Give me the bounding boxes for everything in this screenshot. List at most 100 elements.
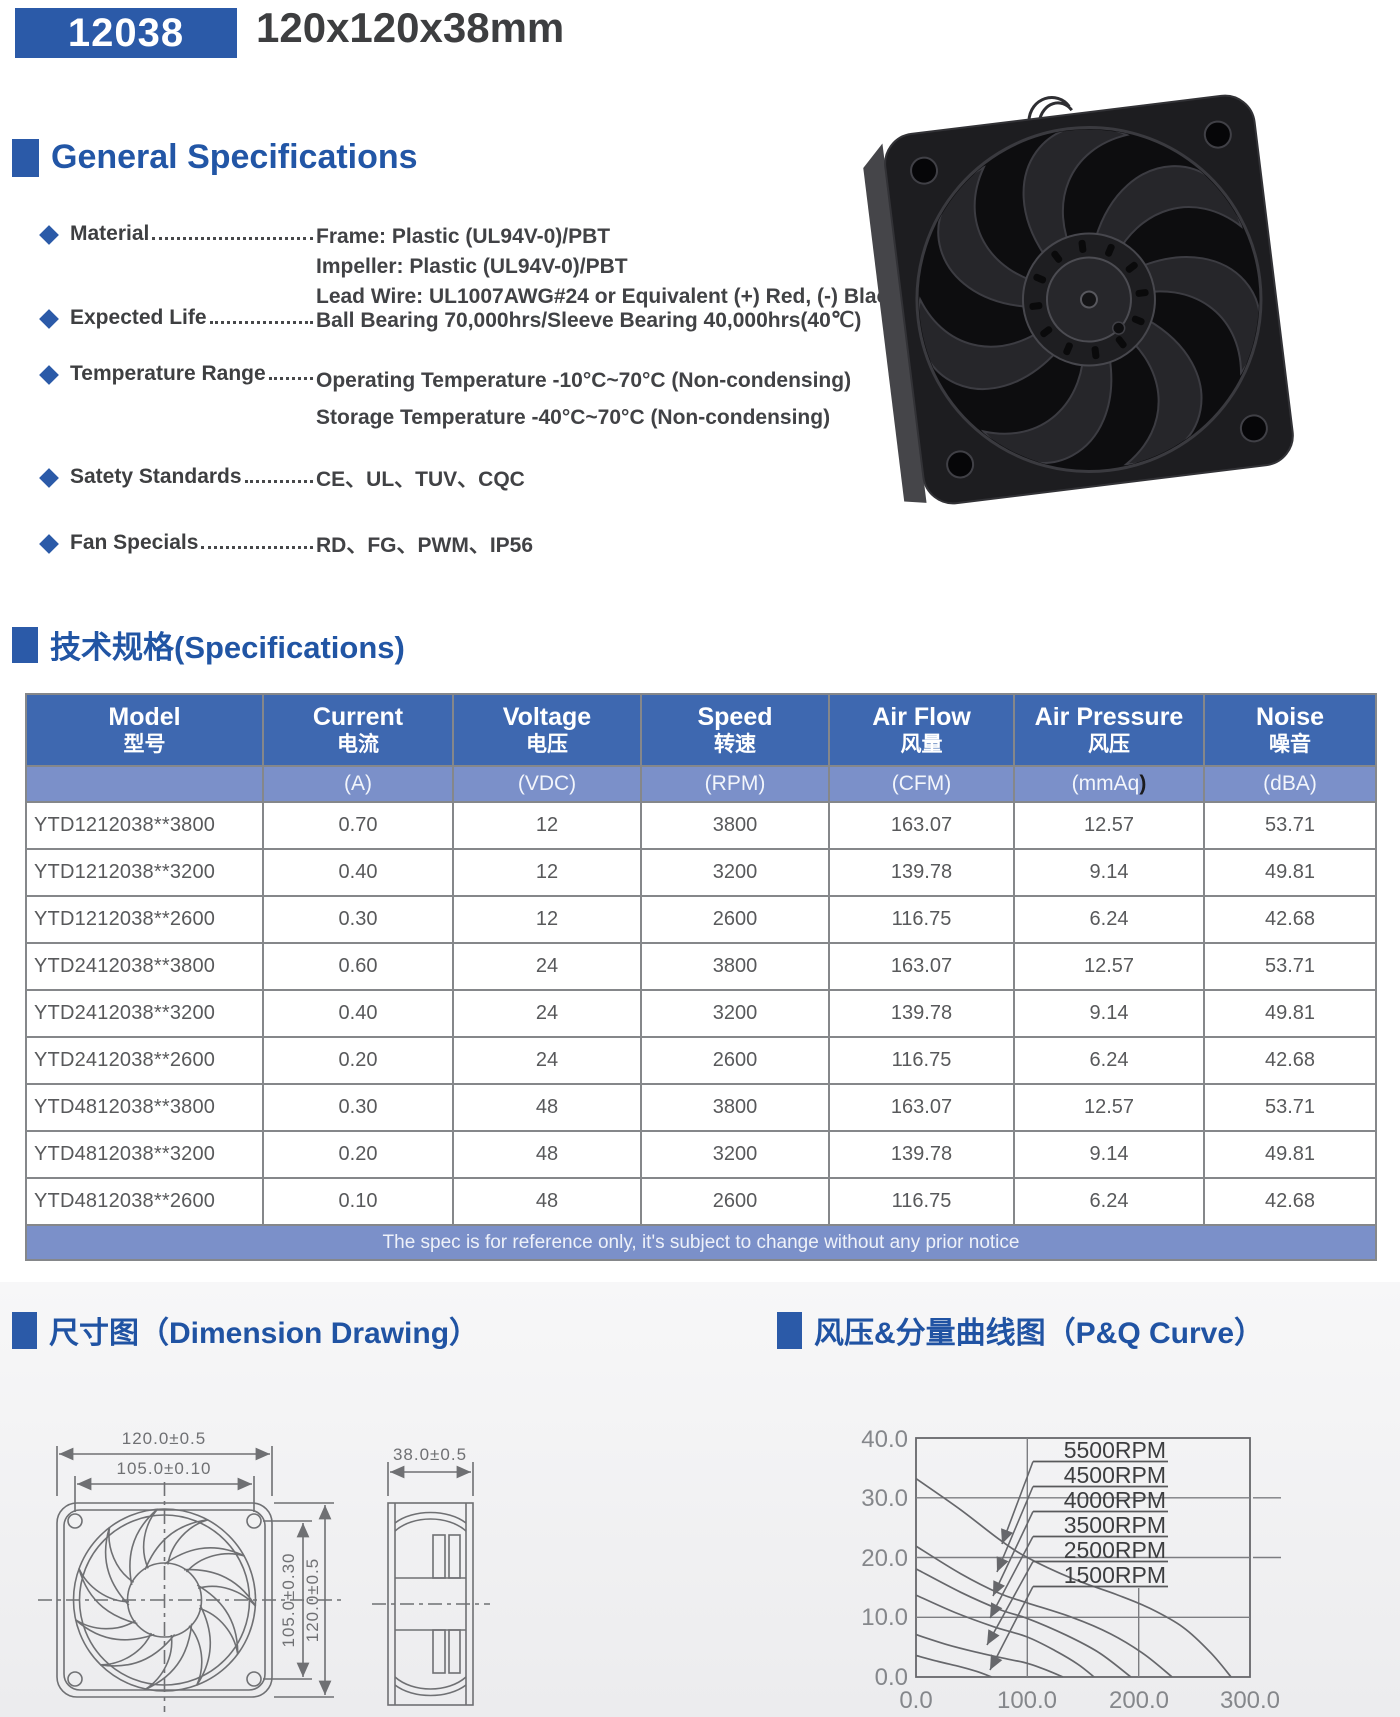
spec-item-safety-standards: Satety Standards CE、UL、TUV、CQC bbox=[39, 465, 525, 495]
dim-width-label: 120.0±0.5 bbox=[122, 1429, 207, 1448]
cell-current: 0.20 bbox=[262, 1036, 454, 1085]
series-label: 1500RPM bbox=[1064, 1562, 1166, 1588]
section-title-text: 尺寸图（Dimension Drawing） bbox=[49, 1317, 480, 1350]
cell-current: 0.70 bbox=[262, 801, 454, 850]
cell-model: YTD4812038**2600 bbox=[25, 1177, 264, 1226]
pq-curve-chart: 40.0 30.0 20.0 10.0 0.0 0.0 100.0 200.0 … bbox=[861, 1426, 1281, 1714]
cell-voltage: 12 bbox=[452, 801, 642, 850]
cell-model: YTD4812038**3200 bbox=[25, 1130, 264, 1179]
table-row: YTD1212038**3200 0.40 12 3200 139.78 9.14 49.8… bbox=[25, 848, 1377, 897]
cell-current: 0.40 bbox=[262, 848, 454, 897]
cell-pressure: 9.14 bbox=[1013, 848, 1205, 897]
curve-1500RPM bbox=[915, 1654, 992, 1678]
dotted-leader bbox=[209, 306, 313, 324]
cell-airflow: 139.78 bbox=[828, 848, 1015, 897]
general-specs-title: General Specifications bbox=[12, 138, 418, 177]
cell-noise: 49.81 bbox=[1203, 989, 1377, 1038]
cell-speed: 3800 bbox=[640, 1083, 830, 1132]
unit-cell: (dBA) bbox=[1203, 765, 1377, 803]
spec-values: Frame: Plastic (UL94V-0)/PBT Impeller: P… bbox=[316, 222, 900, 312]
spec-values: RD、FG、PWM、IP56 bbox=[316, 531, 533, 561]
cell-current: 0.60 bbox=[262, 942, 454, 991]
spec-label: Expected Life bbox=[70, 306, 207, 329]
spec-value-line: Lead Wire: UL1007AWG#24 or Equivalent (+… bbox=[316, 285, 900, 308]
cell-speed: 2600 bbox=[640, 1036, 830, 1085]
cell-pressure: 12.57 bbox=[1013, 942, 1205, 991]
spec-value-line: Storage Temperature -40°C~70°C (Non-cond… bbox=[316, 406, 831, 429]
y-tick: 10.0 bbox=[861, 1604, 908, 1631]
diamond-bullet-icon bbox=[39, 309, 59, 329]
table-row: YTD2412038**3200 0.40 24 3200 139.78 9.14 49.8… bbox=[25, 989, 1377, 1038]
cell-voltage: 12 bbox=[452, 895, 642, 944]
series-labels: 5500RPM 4500RPM 4000RPM 3500RPM 2500RPM … bbox=[986, 1437, 1168, 1671]
table-footnote: The spec is for reference only, it's sub… bbox=[25, 1224, 1377, 1261]
y-tick: 20.0 bbox=[861, 1545, 908, 1572]
cell-pressure: 6.24 bbox=[1013, 1036, 1205, 1085]
cell-current: 0.20 bbox=[262, 1130, 454, 1179]
y-tick: 40.0 bbox=[861, 1426, 908, 1453]
table-header-row: Model 型号 Current 电流 Voltage 电压 Speed 转速 … bbox=[25, 693, 1377, 767]
curve-4500RPM bbox=[915, 1545, 1173, 1678]
cell-model: YTD1212038**3800 bbox=[25, 801, 264, 850]
cell-pressure: 12.57 bbox=[1013, 1083, 1205, 1132]
y-tick: 30.0 bbox=[861, 1485, 908, 1512]
series-label: 4000RPM bbox=[1064, 1487, 1166, 1513]
series-label: 3500RPM bbox=[1064, 1512, 1166, 1538]
cell-pressure: 9.14 bbox=[1013, 1130, 1205, 1179]
fan-product-photo bbox=[863, 94, 1294, 505]
model-code: 12038 bbox=[67, 10, 185, 55]
cell-voltage: 24 bbox=[452, 1036, 642, 1085]
spec-value-line: Impeller: Plastic (UL94V-0)/PBT bbox=[316, 255, 628, 278]
col-header-current: Current 电流 bbox=[262, 693, 454, 767]
dotted-leader bbox=[268, 362, 313, 380]
cell-pressure: 6.24 bbox=[1013, 895, 1205, 944]
cell-model: YTD2412038**3800 bbox=[25, 942, 264, 991]
cell-noise: 53.71 bbox=[1203, 801, 1377, 850]
cell-current: 0.30 bbox=[262, 895, 454, 944]
spec-value-line: Ball Bearing 70,000hrs/Sleeve Bearing 40… bbox=[316, 309, 862, 332]
cell-speed: 3800 bbox=[640, 942, 830, 991]
table-footnote-row: The spec is for reference only, it's sub… bbox=[25, 1224, 1377, 1261]
cell-model: YTD1212038**3200 bbox=[25, 848, 264, 897]
cell-pressure: 6.24 bbox=[1013, 1177, 1205, 1226]
col-header-airflow: Air Flow 风量 bbox=[828, 693, 1015, 767]
dotted-leader bbox=[201, 531, 313, 549]
col-header-voltage: Voltage 电压 bbox=[452, 693, 642, 767]
spec-item-expected-life: Expected Life Ball Bearing 70,000hrs/Sle… bbox=[39, 306, 861, 336]
series-label: 5500RPM bbox=[1064, 1437, 1166, 1463]
section-title-text: 技术规格(Specifications) bbox=[50, 630, 405, 665]
specifications-table: Model 型号 Current 电流 Voltage 电压 Speed 转速 … bbox=[25, 693, 1377, 1261]
unit-cell: (mmAq) bbox=[1013, 765, 1205, 803]
cell-airflow: 139.78 bbox=[828, 989, 1015, 1038]
col-header-noise: Noise 噪音 bbox=[1203, 693, 1377, 767]
cell-speed: 3800 bbox=[640, 801, 830, 850]
curve-2500RPM bbox=[915, 1633, 1064, 1678]
diamond-bullet-icon bbox=[39, 468, 59, 488]
table-row: YTD2412038**2600 0.20 24 2600 116.75 6.24 42.6… bbox=[25, 1036, 1377, 1085]
curve-4000RPM bbox=[915, 1568, 1132, 1678]
model-code-badge: 12038 bbox=[15, 8, 237, 58]
diamond-bullet-icon bbox=[39, 365, 59, 385]
cell-airflow: 116.75 bbox=[828, 895, 1015, 944]
cell-current: 0.30 bbox=[262, 1083, 454, 1132]
cell-model: YTD2412038**3200 bbox=[25, 989, 264, 1038]
cell-noise: 49.81 bbox=[1203, 848, 1377, 897]
cell-airflow: 116.75 bbox=[828, 1036, 1015, 1085]
x-tick: 200.0 bbox=[1109, 1687, 1169, 1714]
curve-3500RPM bbox=[915, 1594, 1095, 1678]
cell-voltage: 48 bbox=[452, 1130, 642, 1179]
cell-airflow: 163.07 bbox=[828, 801, 1015, 850]
dimension-drawing-title: 尺寸图（Dimension Drawing） bbox=[12, 1308, 479, 1352]
table-row: YTD2412038**3800 0.60 24 3800 163.07 12.57 53.… bbox=[25, 942, 1377, 991]
cell-voltage: 12 bbox=[452, 848, 642, 897]
section-title-text: General Specifications bbox=[51, 138, 418, 176]
dotted-leader bbox=[244, 465, 313, 483]
x-tick: 0.0 bbox=[899, 1687, 932, 1714]
col-header-model: Model 型号 bbox=[25, 693, 264, 767]
spec-values: Ball Bearing 70,000hrs/Sleeve Bearing 40… bbox=[316, 306, 861, 336]
section-marker-icon bbox=[777, 1311, 802, 1349]
cell-noise: 42.68 bbox=[1203, 1036, 1377, 1085]
spec-table-body: YTD1212038**3800 0.70 12 3800 163.07 12.57 53.… bbox=[25, 801, 1377, 1226]
spec-item-fan-specials: Fan Specials RD、FG、PWM、IP56 bbox=[39, 531, 533, 561]
